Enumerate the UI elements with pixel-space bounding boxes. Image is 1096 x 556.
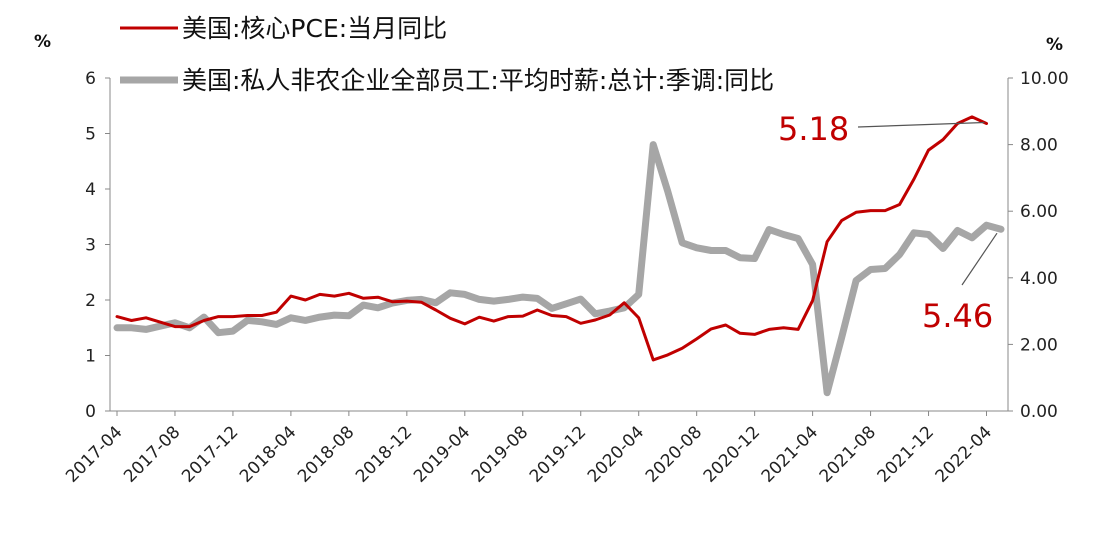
right-axis-unit: %: [1046, 35, 1063, 55]
annotation-label-core-pce: 5.18: [778, 110, 849, 148]
right-axis-ticks: 0.00 2.00 4.00 6.00 8.00 10.00: [1008, 69, 1069, 422]
legend-label-hourly-earnings: 美国:私人非农企业全部员工:平均时薪:总计:季调:同比: [182, 66, 774, 95]
right-tick-label: 6.00: [1020, 202, 1058, 222]
left-tick-label: 3: [85, 236, 96, 256]
x-tick-label: 2018-08: [294, 422, 358, 486]
x-tick-label: 2017-04: [62, 422, 126, 486]
x-tick-label: 2021-12: [874, 422, 938, 486]
x-tick-label: 2021-04: [758, 422, 822, 486]
x-tick-label: 2018-12: [352, 422, 416, 486]
x-tick-label: 2018-04: [236, 422, 300, 486]
series-line-core-pce: [115, 115, 988, 362]
left-axis-unit: %: [34, 32, 51, 52]
x-tick-label: 2021-08: [816, 422, 880, 486]
left-tick-label: 1: [85, 347, 96, 367]
series-layer: [113, 115, 1005, 397]
x-tick-label: 2022-04: [932, 422, 996, 486]
x-tick-label: 2019-08: [468, 422, 532, 486]
x-tick-label: 2020-12: [700, 422, 764, 486]
left-tick-label: 5: [85, 125, 96, 145]
x-axis-ticks: 2017-042017-082017-122018-042018-082018-…: [62, 411, 996, 487]
x-tick-label: 2020-04: [584, 422, 648, 486]
right-tick-label: 8.00: [1020, 136, 1058, 156]
right-tick-label: 10.00: [1020, 69, 1069, 89]
annotation-leader-hourly-earnings: [961, 232, 998, 286]
left-tick-label: 0: [85, 402, 96, 422]
x-tick-label: 2019-04: [410, 422, 474, 486]
annotations: 5.18 5.46: [778, 110, 998, 335]
right-tick-label: 2.00: [1020, 335, 1058, 355]
left-axis-ticks: 0 1 2 3 4 5 6: [85, 69, 110, 422]
right-tick-label: 4.00: [1020, 269, 1058, 289]
legend: 美国:核心PCE:当月同比 美国:私人非农企业全部员工:平均时薪:总计:季调:同…: [120, 14, 774, 95]
left-tick-label: 2: [85, 291, 96, 311]
series-line-hourly-earnings: [113, 141, 1005, 397]
left-tick-label: 6: [85, 69, 96, 89]
x-tick-label: 2020-08: [642, 422, 706, 486]
legend-label-core-pce: 美国:核心PCE:当月同比: [182, 14, 447, 43]
x-tick-label: 2017-12: [178, 422, 242, 486]
annotation-label-hourly-earnings: 5.46: [922, 297, 993, 335]
annotation-leader-core-pce: [857, 121, 985, 128]
right-tick-label: 0.00: [1020, 402, 1058, 422]
axes: [109, 78, 1009, 412]
left-tick-label: 4: [85, 180, 96, 200]
x-tick-label: 2019-12: [526, 422, 590, 486]
x-tick-label: 2017-08: [120, 422, 184, 486]
